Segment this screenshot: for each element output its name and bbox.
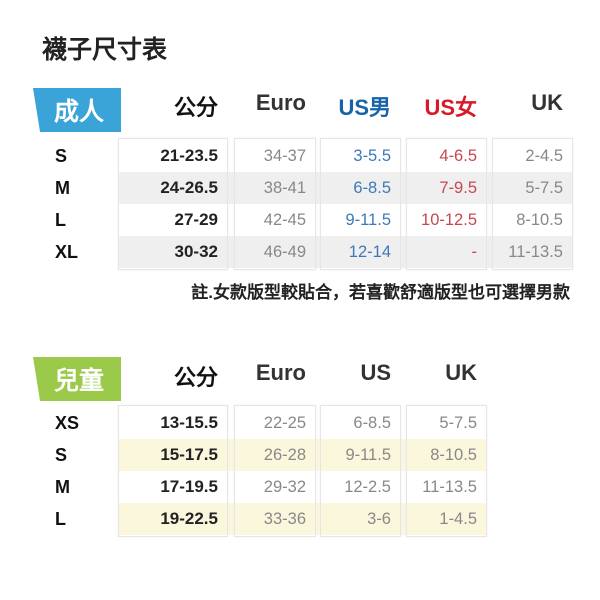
size-label: S — [55, 445, 68, 465]
table-cell: 22-25 — [263, 414, 306, 432]
adult-badge: 成人 — [33, 88, 121, 132]
row-stripe — [118, 439, 487, 471]
table-cell: 11-13.5 — [508, 243, 563, 261]
table-column — [320, 138, 401, 270]
table-cell: 15-17.5 — [160, 445, 218, 464]
table-column — [234, 405, 316, 537]
table-cell: 8-10.5 — [430, 446, 477, 464]
table-cell: - — [471, 243, 478, 261]
table-column — [118, 138, 228, 270]
table-column — [118, 405, 228, 537]
column-header: US女 — [424, 95, 477, 120]
size-label: XS — [55, 413, 80, 433]
row-stripe — [118, 503, 487, 535]
row-stripe — [118, 172, 573, 204]
table-cell: 4-6.5 — [439, 147, 477, 165]
table-cell: 6-8.5 — [353, 179, 391, 197]
table-cell: 3-5.5 — [353, 147, 391, 165]
table-cell: 7-9.5 — [439, 179, 477, 197]
table-cell: 17-19.5 — [160, 477, 218, 496]
table-cell: 12-2.5 — [344, 478, 391, 496]
table-column — [492, 138, 573, 270]
column-header: US — [360, 360, 391, 385]
table-cell: 10-12.5 — [421, 211, 477, 229]
table-cell: 42-45 — [263, 211, 306, 229]
row-stripe — [118, 236, 573, 268]
table-column — [320, 405, 401, 537]
size-label: L — [55, 509, 66, 529]
table-cell: 5-7.5 — [525, 179, 563, 197]
table-column — [234, 138, 316, 270]
table-cell: 13-15.5 — [160, 413, 218, 432]
column-header: 公分 — [173, 365, 218, 390]
page-title: 襪子尺寸表 — [42, 36, 168, 64]
column-header: Euro — [255, 360, 306, 385]
table-cell: 34-37 — [263, 147, 306, 165]
table-cell: 33-36 — [263, 510, 306, 528]
column-header: UK — [531, 90, 563, 115]
size-label: M — [55, 477, 70, 497]
table-cell: 26-28 — [263, 446, 306, 464]
table-cell: 6-8.5 — [353, 414, 391, 432]
column-header: Euro — [255, 90, 306, 115]
size-label: XL — [55, 242, 79, 262]
table-cell: 5-7.5 — [439, 414, 477, 432]
table-cell: 38-41 — [263, 179, 306, 197]
table-cell: 8-10.5 — [516, 211, 563, 229]
table-cell: 19-22.5 — [160, 509, 218, 528]
column-header: 公分 — [173, 95, 218, 120]
table-cell: 11-13.5 — [422, 478, 477, 496]
column-header: US男 — [338, 95, 391, 120]
table-cell: 9-11.5 — [345, 446, 391, 464]
table-cell: 21-23.5 — [160, 146, 218, 165]
table-cell: 29-32 — [263, 478, 306, 496]
table-column — [406, 138, 487, 270]
column-header: UK — [445, 360, 477, 385]
kids-badge: 兒童 — [33, 357, 121, 401]
table-cell: 24-26.5 — [160, 178, 218, 197]
size-label: M — [55, 178, 70, 198]
size-note: 註.女款版型較貼合，若喜歡舒適版型也可選擇男款 — [191, 283, 570, 302]
table-cell: 3-6 — [367, 510, 391, 528]
table-column — [406, 405, 487, 537]
table-cell: 46-49 — [263, 243, 306, 261]
size-label: S — [55, 146, 68, 166]
table-cell: 27-29 — [174, 210, 218, 229]
table-cell: 12-14 — [348, 243, 391, 261]
table-cell: 1-4.5 — [439, 510, 477, 528]
table-cell: 30-32 — [174, 242, 218, 261]
size-label: L — [55, 210, 66, 230]
table-cell: 2-4.5 — [525, 147, 563, 165]
table-cell: 9-11.5 — [345, 211, 391, 229]
